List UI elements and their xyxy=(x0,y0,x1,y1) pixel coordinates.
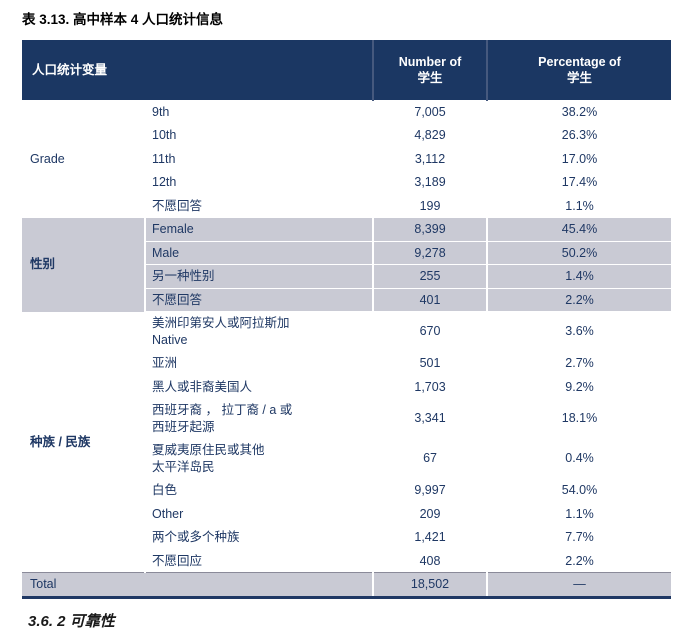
table-row: 不愿回答 199 1.1% xyxy=(22,193,672,218)
table-row: 两个或多个种族 1,421 7.7% xyxy=(22,525,672,549)
row-number: 670 xyxy=(372,311,488,352)
row-number: 4,829 xyxy=(372,123,488,147)
table-row: 不愿回答 401 2.2% xyxy=(22,287,672,312)
row-label: 黑人或非裔美国人 xyxy=(143,374,374,399)
row-percent: 17.4% xyxy=(486,170,672,194)
row-number: 401 xyxy=(372,287,488,312)
table-row: 另一种性别 255 1.4% xyxy=(22,264,672,288)
column-header-number: Number of 学生 xyxy=(372,40,488,100)
row-number: 1,421 xyxy=(372,525,488,549)
total-percent: — xyxy=(486,572,672,599)
row-number: 9,997 xyxy=(372,478,488,502)
row-number: 199 xyxy=(372,193,488,218)
row-label: Other xyxy=(143,501,374,526)
group-label-gender: 性别 xyxy=(22,217,145,312)
table-row: Grade 9th 7,005 38.2% xyxy=(22,99,672,218)
row-label: 西班牙裔 ， 拉丁裔 / a 或 西班牙起源 xyxy=(143,398,374,439)
row-percent: 45.4% xyxy=(486,217,672,241)
row-number: 8,399 xyxy=(372,217,488,241)
row-percent: 1.4% xyxy=(486,264,672,288)
row-number: 209 xyxy=(372,501,488,526)
table-row: 亚洲 501 2.7% xyxy=(22,351,672,375)
row-percent: 2.7% xyxy=(486,351,672,375)
row-label: 12th xyxy=(143,170,374,194)
row-number: 3,112 xyxy=(372,146,488,171)
table-row: 种族 / 民族 美洲印第安人或阿拉斯加 Native 670 3.6% xyxy=(22,311,672,573)
row-label: 白色 xyxy=(143,478,374,502)
row-label: 两个或多个种族 xyxy=(143,525,374,549)
row-label: 亚洲 xyxy=(143,351,374,375)
row-percent: 54.0% xyxy=(486,478,672,502)
row-percent: 50.2% xyxy=(486,240,672,265)
row-label: Female xyxy=(143,217,374,241)
row-label: 10th xyxy=(143,123,374,147)
column-header-percentage: Percentage of 学生 xyxy=(486,40,672,100)
row-percent: 0.4% xyxy=(486,438,672,479)
row-percent: 26.3% xyxy=(486,123,672,147)
row-number: 501 xyxy=(372,351,488,375)
row-label: 11th xyxy=(143,146,374,171)
row-percent: 1.1% xyxy=(486,193,672,218)
row-number: 255 xyxy=(372,264,488,288)
column-header-variable: 人口统计变量 xyxy=(22,40,374,100)
row-number: 3,341 xyxy=(372,398,488,439)
row-percent: 7.7% xyxy=(486,525,672,549)
row-percent: 38.2% xyxy=(486,99,672,124)
table-row: 不愿回应 408 2.2% xyxy=(22,548,672,573)
row-label: 另一种性别 xyxy=(143,264,374,288)
table-row: Male 9,278 50.2% xyxy=(22,240,672,265)
table-row: 白色 9,997 54.0% xyxy=(22,478,672,502)
row-number: 408 xyxy=(372,548,488,573)
table-row: 性别 Female 8,399 45.4% xyxy=(22,217,672,312)
row-percent: 18.1% xyxy=(486,398,672,439)
table-row: Other 209 1.1% xyxy=(22,501,672,526)
total-number: 18,502 xyxy=(372,572,488,599)
row-number: 7,005 xyxy=(372,99,488,124)
demographics-table: 人口统计变量 Number of 学生 Percentage of 学生 Gra… xyxy=(22,40,672,599)
row-label: 不愿回答 xyxy=(143,287,374,312)
table-row: 黑人或非裔美国人 1,703 9.2% xyxy=(22,374,672,399)
group-label-race: 种族 / 民族 xyxy=(22,311,145,573)
page-title: 表 3.13. 高中样本 4 人口统计信息 xyxy=(22,12,224,27)
table-row: 西班牙裔 ， 拉丁裔 / a 或 西班牙起源 3,341 18.1% xyxy=(22,398,672,439)
row-percent: 1.1% xyxy=(486,501,672,526)
row-label: 9th xyxy=(143,99,374,124)
row-label: 不愿回答 xyxy=(143,193,374,218)
table-row: 夏威夷原住民或其他 太平洋岛民 67 0.4% xyxy=(22,438,672,479)
row-percent: 2.2% xyxy=(486,287,672,312)
table-row: 11th 3,112 17.0% xyxy=(22,146,672,171)
row-label: 不愿回应 xyxy=(143,548,374,573)
table-header-row: 人口统计变量 Number of 学生 Percentage of 学生 xyxy=(22,40,672,100)
row-percent: 17.0% xyxy=(486,146,672,171)
row-percent: 2.2% xyxy=(486,548,672,573)
table-row: 12th 3,189 17.4% xyxy=(22,170,672,194)
row-label: Male xyxy=(143,240,374,265)
row-number: 9,278 xyxy=(372,240,488,265)
row-label: 夏威夷原住民或其他 太平洋岛民 xyxy=(143,438,374,479)
group-label-grade: Grade xyxy=(22,100,145,218)
row-number: 67 xyxy=(372,438,488,479)
row-number: 1,703 xyxy=(372,374,488,399)
total-label: Total xyxy=(22,572,374,599)
row-number: 3,189 xyxy=(372,170,488,194)
row-label: 美洲印第安人或阿拉斯加 Native xyxy=(143,311,374,352)
section-heading-reliability: 3.6. 2 可靠性 xyxy=(28,613,115,630)
row-percent: 9.2% xyxy=(486,374,672,399)
total-row: Total 18,502 — xyxy=(22,572,672,599)
row-percent: 3.6% xyxy=(486,311,672,352)
table-row: 10th 4,829 26.3% xyxy=(22,123,672,147)
